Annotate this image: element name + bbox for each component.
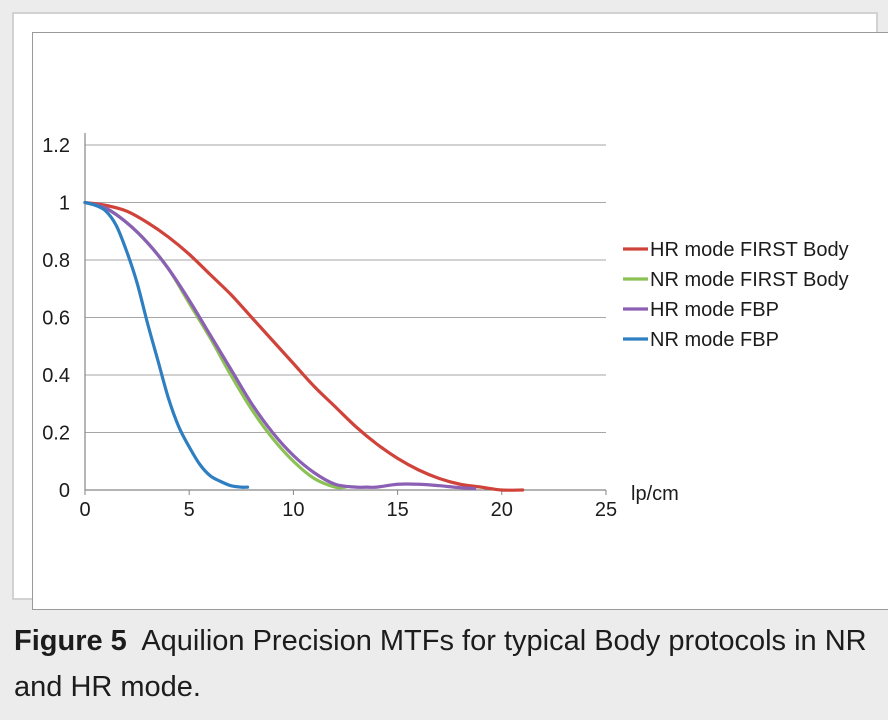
- series-line: [83, 200, 250, 489]
- y-tick-label: 0.2: [42, 423, 70, 445]
- chart-frame: 0 0.2 0.4 0.6 0.8 1 1.2 0 5 10 15 20 25 lp/cm HR mode …: [12, 12, 888, 610]
- legend-label: NR mode FIRST Body: [650, 269, 849, 291]
- x-tick-label: 20: [491, 499, 513, 521]
- y-tick-label: 1.2: [42, 135, 70, 157]
- legend-label: NR mode FBP: [650, 329, 779, 351]
- mtf-line-chart: 0 0.2 0.4 0.6 0.8 1 1.2 0 5 10 15 20 25 lp/cm HR mode …: [42, 133, 849, 521]
- x-axis-label: lp/cm: [631, 483, 679, 505]
- legend-label: HR mode FIRST Body: [650, 239, 849, 261]
- series-line: [83, 200, 477, 491]
- figure-caption: Figure 5 Aquilion Precision MTFs for typ…: [14, 618, 878, 710]
- x-tick-label: 0: [79, 499, 90, 521]
- y-tick-label: 0.4: [42, 365, 70, 387]
- legend-label: HR mode FBP: [650, 299, 779, 321]
- series-line: [83, 200, 525, 492]
- caption-text: Aquilion Precision MTFs for typical Body…: [14, 625, 867, 703]
- x-tick-label: 15: [386, 499, 408, 521]
- y-tick-label: 0.6: [42, 308, 70, 330]
- y-tick-label: 0: [59, 480, 70, 502]
- x-tick-label: 25: [595, 499, 617, 521]
- y-tick-label: 1: [59, 193, 70, 215]
- x-tick-label: 10: [282, 499, 304, 521]
- caption-label: Figure 5: [14, 625, 127, 657]
- x-tick-label: 5: [184, 499, 195, 521]
- chart-panel: [32, 32, 888, 610]
- y-tick-label: 0.8: [42, 250, 70, 272]
